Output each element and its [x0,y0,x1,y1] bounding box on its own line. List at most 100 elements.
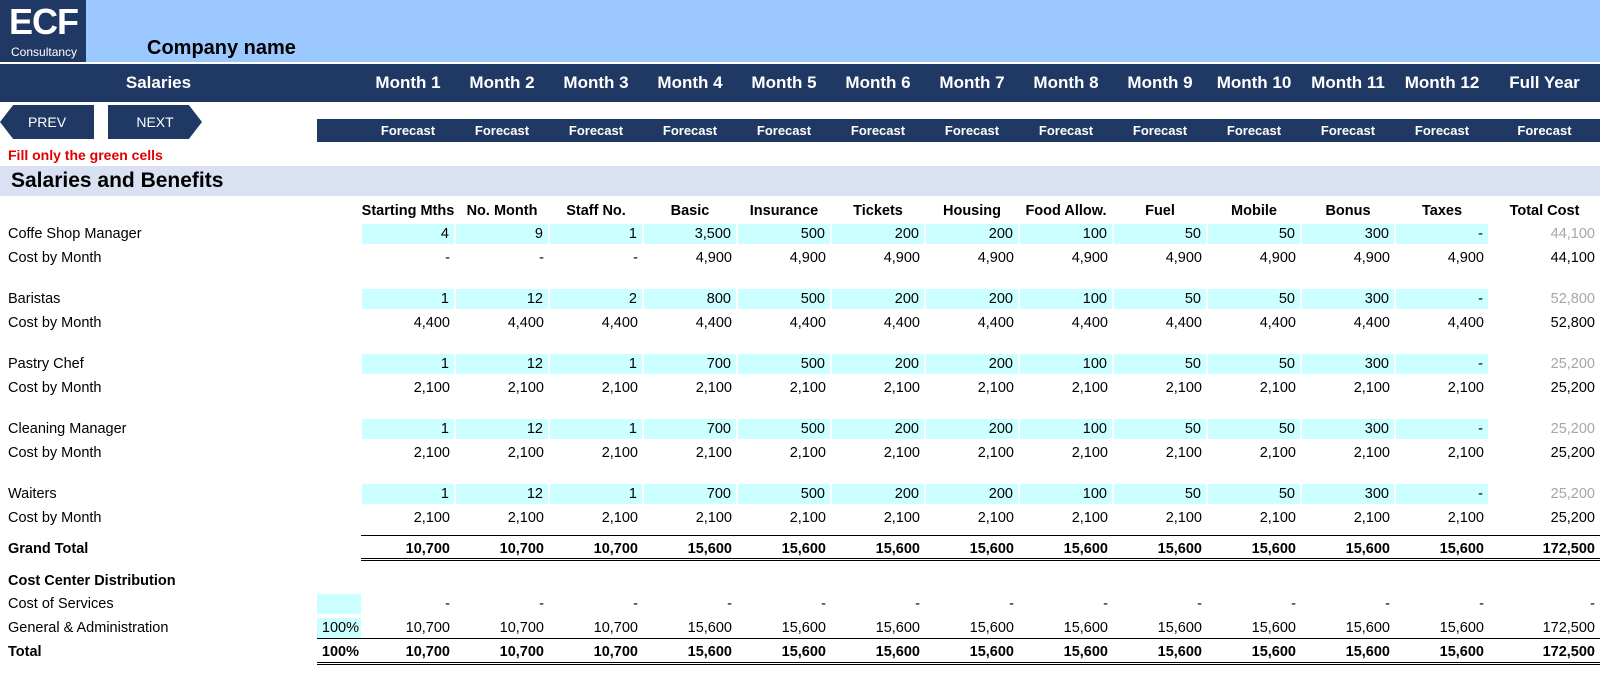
input-cell[interactable]: 50 [1208,484,1300,504]
input-cell[interactable]: 50 [1114,224,1206,244]
input-cell[interactable]: - [1396,484,1488,504]
input-cell[interactable]: 50 [1208,354,1300,374]
input-cell[interactable]: 4 [362,224,454,244]
input-cell[interactable]: 300 [1302,419,1394,439]
input-cell[interactable]: 9 [456,224,548,244]
input-cell[interactable]: 200 [926,289,1018,309]
month-header-9: Month 9 [1127,73,1193,92]
monthly-cost: 2,100 [695,380,732,396]
input-cell[interactable]: 50 [1208,289,1300,309]
row-total: 25,200 [1550,356,1595,372]
input-cell[interactable]: 300 [1302,354,1394,374]
month-header-8: Month 8 [1033,73,1099,92]
top-banner [0,0,1600,62]
input-cell[interactable]: 1 [362,419,454,439]
input-cell[interactable]: 1 [550,484,642,504]
input-cell[interactable]: 50 [1114,484,1206,504]
monthly-cost: 2,100 [1259,380,1296,396]
cost-center-value: 15,600 [1063,620,1108,636]
input-cell[interactable]: 1 [362,289,454,309]
input-cell[interactable]: 12 [456,484,548,504]
cost-by-month-label: Cost by Month [8,380,102,396]
cost-by-month-label: Cost by Month [8,510,102,526]
monthly-cost: 2,100 [1165,380,1202,396]
cost-center-value: 10,700 [405,620,450,636]
input-cell[interactable]: 200 [832,484,924,504]
input-cell[interactable]: 12 [456,289,548,309]
input-cell[interactable]: 50 [1208,419,1300,439]
input-cell[interactable]: 700 [644,354,736,374]
input-cell[interactable]: 200 [926,354,1018,374]
input-cell[interactable]: 200 [926,224,1018,244]
monthly-cost: 2,100 [1071,380,1108,396]
monthly-cost: 2,100 [1071,445,1108,461]
input-cell[interactable]: 1 [550,419,642,439]
cost-center-value: - [1590,596,1595,612]
forecast-label: Forecast [662,123,718,138]
grand-total-value: 15,600 [1345,541,1390,557]
monthly-cost: 4,900 [1259,250,1296,266]
forecast-label: Forecast [474,123,530,138]
input-cell[interactable]: 100 [1020,484,1112,504]
input-cell[interactable]: 100 [1020,289,1112,309]
input-cell[interactable]: 12 [456,419,548,439]
column-header: Starting Mths [361,203,455,219]
input-cell[interactable]: 500 [738,224,830,244]
input-cell[interactable]: 1 [362,484,454,504]
input-cell[interactable]: 300 [1302,484,1394,504]
input-cell[interactable]: 500 [738,419,830,439]
forecast-label: Forecast [1132,123,1188,138]
input-cell[interactable]: 100 [1020,354,1112,374]
input-cell[interactable]: 300 [1302,289,1394,309]
input-cell[interactable]: 700 [644,484,736,504]
prev-button[interactable]: PREV [0,105,94,139]
input-cell[interactable]: 200 [832,224,924,244]
input-cell[interactable]: 50 [1114,354,1206,374]
cost-center-value: 15,600 [1157,620,1202,636]
monthly-cost: 4,400 [883,315,920,331]
input-cell[interactable]: - [1396,354,1488,374]
input-cell[interactable]: 200 [832,289,924,309]
total-value: 172,500 [1542,644,1595,660]
input-cell[interactable]: 800 [644,289,736,309]
monthly-cost: 2,100 [977,445,1014,461]
cost-center-pct[interactable]: 100% [317,618,361,638]
input-cell[interactable]: 50 [1114,419,1206,439]
input-cell[interactable]: 200 [832,419,924,439]
monthly-cost: - [445,250,450,266]
input-cell[interactable]: 50 [1114,289,1206,309]
company-name: Company name [147,37,296,59]
input-cell[interactable]: 1 [550,354,642,374]
input-cell[interactable]: 3,500 [644,224,736,244]
cost-center-value: 15,600 [1251,620,1296,636]
input-cell[interactable]: - [1396,289,1488,309]
input-cell[interactable]: 200 [926,419,1018,439]
input-cell[interactable]: 500 [738,354,830,374]
input-cell[interactable]: 700 [644,419,736,439]
logo-text: ECF [9,1,79,42]
input-cell[interactable]: 200 [926,484,1018,504]
input-cell[interactable]: 1 [362,354,454,374]
input-cell[interactable]: 2 [550,289,642,309]
input-cell[interactable]: 1 [550,224,642,244]
month-header-3: Month 3 [563,73,629,92]
input-cell[interactable]: 200 [832,354,924,374]
monthly-cost: 4,900 [1447,250,1484,266]
input-cell[interactable]: 50 [1208,224,1300,244]
next-button[interactable]: NEXT [108,105,202,139]
input-cell[interactable]: 12 [456,354,548,374]
input-cell[interactable]: - [1396,224,1488,244]
input-cell[interactable]: 300 [1302,224,1394,244]
cost-center-pct[interactable] [317,594,361,614]
monthly-cost: 2,100 [977,510,1014,526]
input-cell[interactable]: 100 [1020,419,1112,439]
input-cell[interactable]: 500 [738,484,830,504]
cost-center-value: - [633,596,638,612]
total-value: 10,700 [593,644,638,660]
monthly-cost: 2,100 [1353,510,1390,526]
monthly-cost: 2,100 [1353,380,1390,396]
monthly-cost: 4,400 [977,315,1014,331]
input-cell[interactable]: - [1396,419,1488,439]
input-cell[interactable]: 500 [738,289,830,309]
input-cell[interactable]: 100 [1020,224,1112,244]
